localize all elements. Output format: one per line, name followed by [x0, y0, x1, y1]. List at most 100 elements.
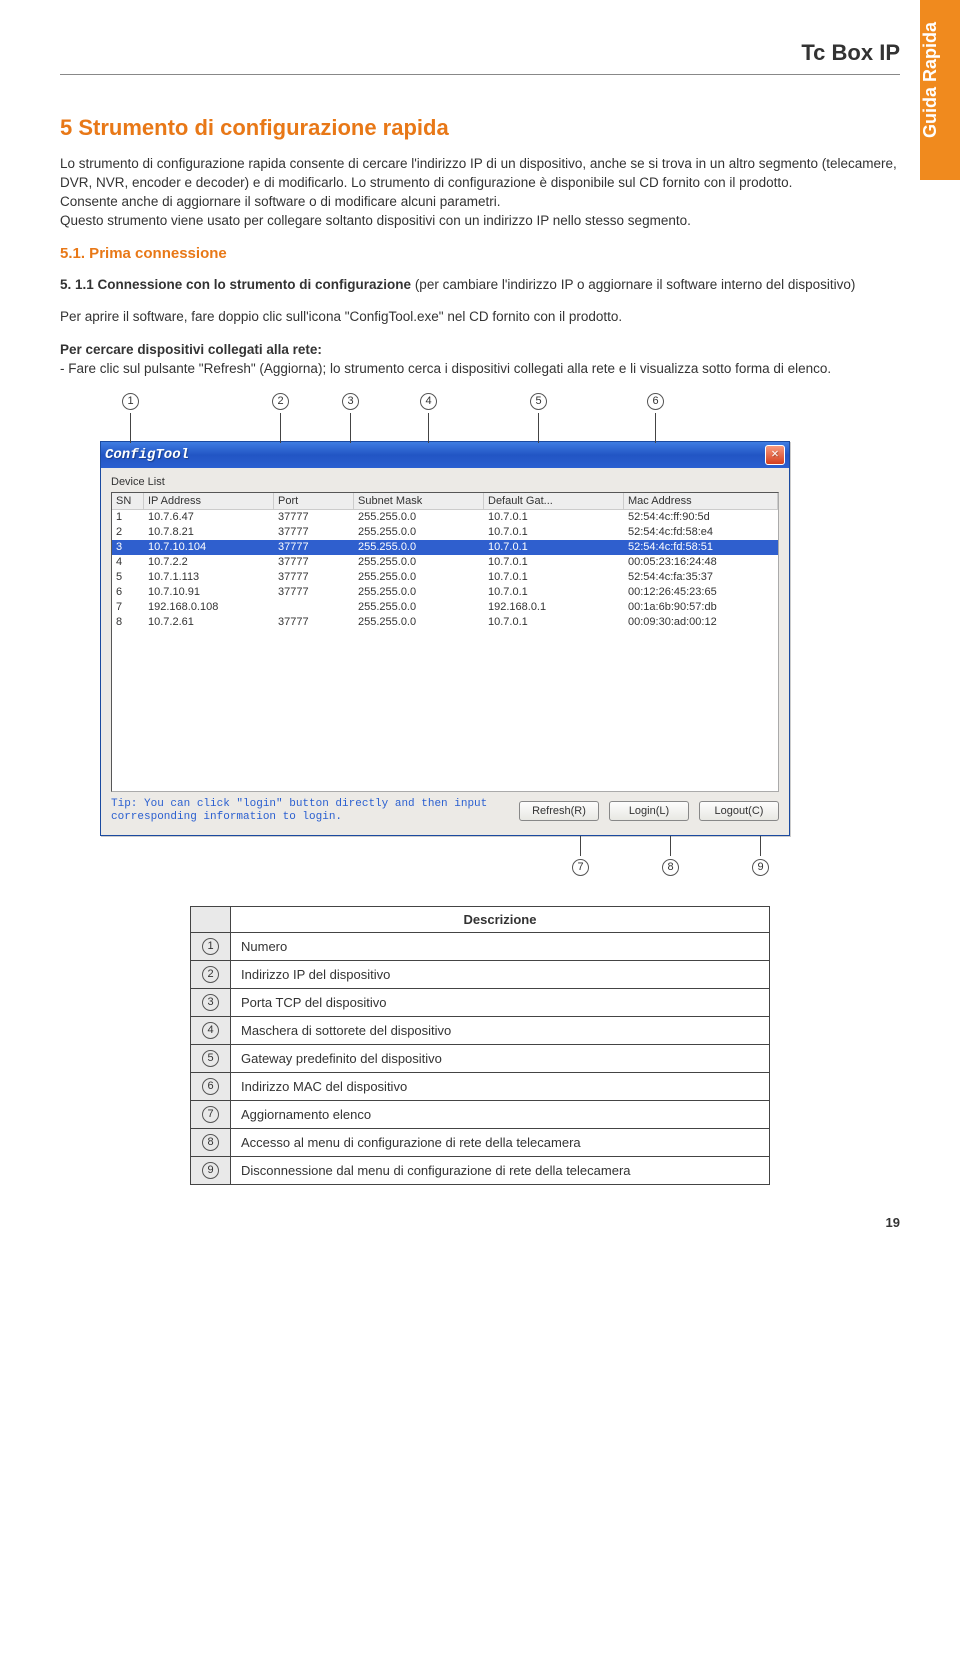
side-tab: Guida Rapida — [920, 0, 960, 180]
desc-number: 6 — [202, 1078, 219, 1095]
desc-text: Disconnessione dal menu di configurazion… — [231, 1157, 770, 1185]
callout-number: 2 — [272, 393, 289, 410]
cell: 3 — [112, 540, 144, 555]
column-header[interactable]: Default Gat... — [484, 493, 624, 510]
cell: 00:12:26:45:23:65 — [624, 585, 778, 600]
cell: 37777 — [274, 510, 354, 525]
cell: 52:54:4c:ff:90:5d — [624, 510, 778, 525]
section-heading: 5 Strumento di configurazione rapida — [60, 115, 900, 141]
cell: 37777 — [274, 585, 354, 600]
desc-text: Aggiornamento elenco — [231, 1100, 770, 1128]
p4-rest: (per cambiare l'indirizzo IP o aggiornar… — [411, 277, 855, 292]
callout-number: 9 — [752, 859, 769, 876]
cell: 00:1a:6b:90:57:db — [624, 600, 778, 615]
column-header[interactable]: SN — [112, 493, 144, 510]
callout-number: 4 — [420, 393, 437, 410]
cell: 00:09:30:ad:00:12 — [624, 615, 778, 630]
tip-text: Tip: You can click "login" button direct… — [111, 798, 509, 824]
desc-number: 1 — [202, 938, 219, 955]
p3: Questo strumento viene usato per collega… — [60, 213, 691, 228]
cell: 4 — [112, 555, 144, 570]
cell: 8 — [112, 615, 144, 630]
column-header[interactable]: Port — [274, 493, 354, 510]
doc-title: Tc Box IP — [60, 40, 900, 66]
cell — [274, 600, 354, 615]
cell: 52:54:4c:fa:35:37 — [624, 570, 778, 585]
table-row[interactable]: 510.7.1.11337777255.255.0.010.7.0.152:54… — [112, 570, 778, 585]
p2: Consente anche di aggiornare il software… — [60, 194, 500, 209]
callout-number: 1 — [122, 393, 139, 410]
cell: 10.7.10.91 — [144, 585, 274, 600]
logout-button[interactable]: Logout(C) — [699, 801, 779, 821]
refresh-button[interactable]: Refresh(R) — [519, 801, 599, 821]
cell: 255.255.0.0 — [354, 540, 484, 555]
device-list[interactable]: SNIP AddressPortSubnet MaskDefault Gat..… — [111, 492, 779, 792]
table-row[interactable]: 310.7.10.10437777255.255.0.010.7.0.152:5… — [112, 540, 778, 555]
paragraph-511: 5. 1.1 Connessione con lo strumento di c… — [60, 276, 900, 295]
desc-number: 4 — [202, 1022, 219, 1039]
column-header[interactable]: Subnet Mask — [354, 493, 484, 510]
desc-text: Maschera di sottorete del dispositivo — [231, 1016, 770, 1044]
rule — [60, 74, 900, 75]
desc-number: 8 — [202, 1134, 219, 1151]
callout-number: 8 — [662, 859, 679, 876]
paragraph-open: Per aprire il software, fare doppio clic… — [60, 308, 900, 327]
p6-bold: Per cercare dispositivi collegati alla r… — [60, 342, 322, 357]
p6-rest: - Fare clic sul pulsante "Refresh" (Aggi… — [60, 361, 831, 376]
callout-number: 3 — [342, 393, 359, 410]
cell: 255.255.0.0 — [354, 615, 484, 630]
cell: 37777 — [274, 570, 354, 585]
column-header[interactable]: IP Address — [144, 493, 274, 510]
desc-text: Porta TCP del dispositivo — [231, 988, 770, 1016]
p4-bold: Connessione con lo strumento di configur… — [94, 277, 411, 292]
list-header: SNIP AddressPortSubnet MaskDefault Gat..… — [112, 493, 778, 510]
cell: 10.7.0.1 — [484, 585, 624, 600]
cell: 10.7.2.2 — [144, 555, 274, 570]
window-title: ConfigTool — [105, 447, 189, 463]
cell: 255.255.0.0 — [354, 510, 484, 525]
cell: 255.255.0.0 — [354, 555, 484, 570]
table-row[interactable]: 110.7.6.4737777255.255.0.010.7.0.152:54:… — [112, 510, 778, 525]
desc-header: Descrizione — [231, 906, 770, 932]
table-row[interactable]: 7192.168.0.108255.255.0.0192.168.0.100:1… — [112, 600, 778, 615]
cell: 10.7.0.1 — [484, 555, 624, 570]
description-table: Descrizione 1 Numero 2 Indirizzo IP del dis… — [190, 906, 770, 1186]
cell: 192.168.0.1 — [484, 600, 624, 615]
table-row[interactable]: 410.7.2.237777255.255.0.010.7.0.100:05:2… — [112, 555, 778, 570]
cell: 52:54:4c:fd:58:51 — [624, 540, 778, 555]
desc-number: 3 — [202, 994, 219, 1011]
cell: 10.7.6.47 — [144, 510, 274, 525]
login-button[interactable]: Login(L) — [609, 801, 689, 821]
cell: 6 — [112, 585, 144, 600]
desc-number: 2 — [202, 966, 219, 983]
device-list-label: Device List — [111, 476, 779, 488]
cell: 10.7.0.1 — [484, 510, 624, 525]
cell: 00:05:23:16:24:48 — [624, 555, 778, 570]
callout-bottom: 789 — [100, 836, 790, 876]
desc-text: Indirizzo MAC del dispositivo — [231, 1072, 770, 1100]
cell: 37777 — [274, 615, 354, 630]
cell: 10.7.0.1 — [484, 540, 624, 555]
callout-number: 6 — [647, 393, 664, 410]
callout-number: 5 — [530, 393, 547, 410]
cell: 10.7.0.1 — [484, 570, 624, 585]
desc-text: Numero — [231, 932, 770, 960]
cell: 192.168.0.108 — [144, 600, 274, 615]
cell: 37777 — [274, 540, 354, 555]
column-header[interactable]: Mac Address — [624, 493, 778, 510]
cell: 10.7.0.1 — [484, 615, 624, 630]
cell: 7 — [112, 600, 144, 615]
desc-text: Indirizzo IP del dispositivo — [231, 960, 770, 988]
cell: 255.255.0.0 — [354, 525, 484, 540]
close-icon[interactable]: ✕ — [765, 445, 785, 465]
desc-text: Gateway predefinito del dispositivo — [231, 1044, 770, 1072]
table-row[interactable]: 810.7.2.6137777255.255.0.010.7.0.100:09:… — [112, 615, 778, 630]
callout-top: 1 2 3 4 5 6 — [100, 393, 790, 443]
table-row[interactable]: 610.7.10.9137777255.255.0.010.7.0.100:12… — [112, 585, 778, 600]
subsection-heading: 5.1. Prima connessione — [60, 245, 900, 262]
cell: 255.255.0.0 — [354, 570, 484, 585]
cell: 10.7.10.104 — [144, 540, 274, 555]
table-row[interactable]: 210.7.8.2137777255.255.0.010.7.0.152:54:… — [112, 525, 778, 540]
titlebar: ConfigTool ✕ — [101, 442, 789, 468]
cell: 255.255.0.0 — [354, 585, 484, 600]
